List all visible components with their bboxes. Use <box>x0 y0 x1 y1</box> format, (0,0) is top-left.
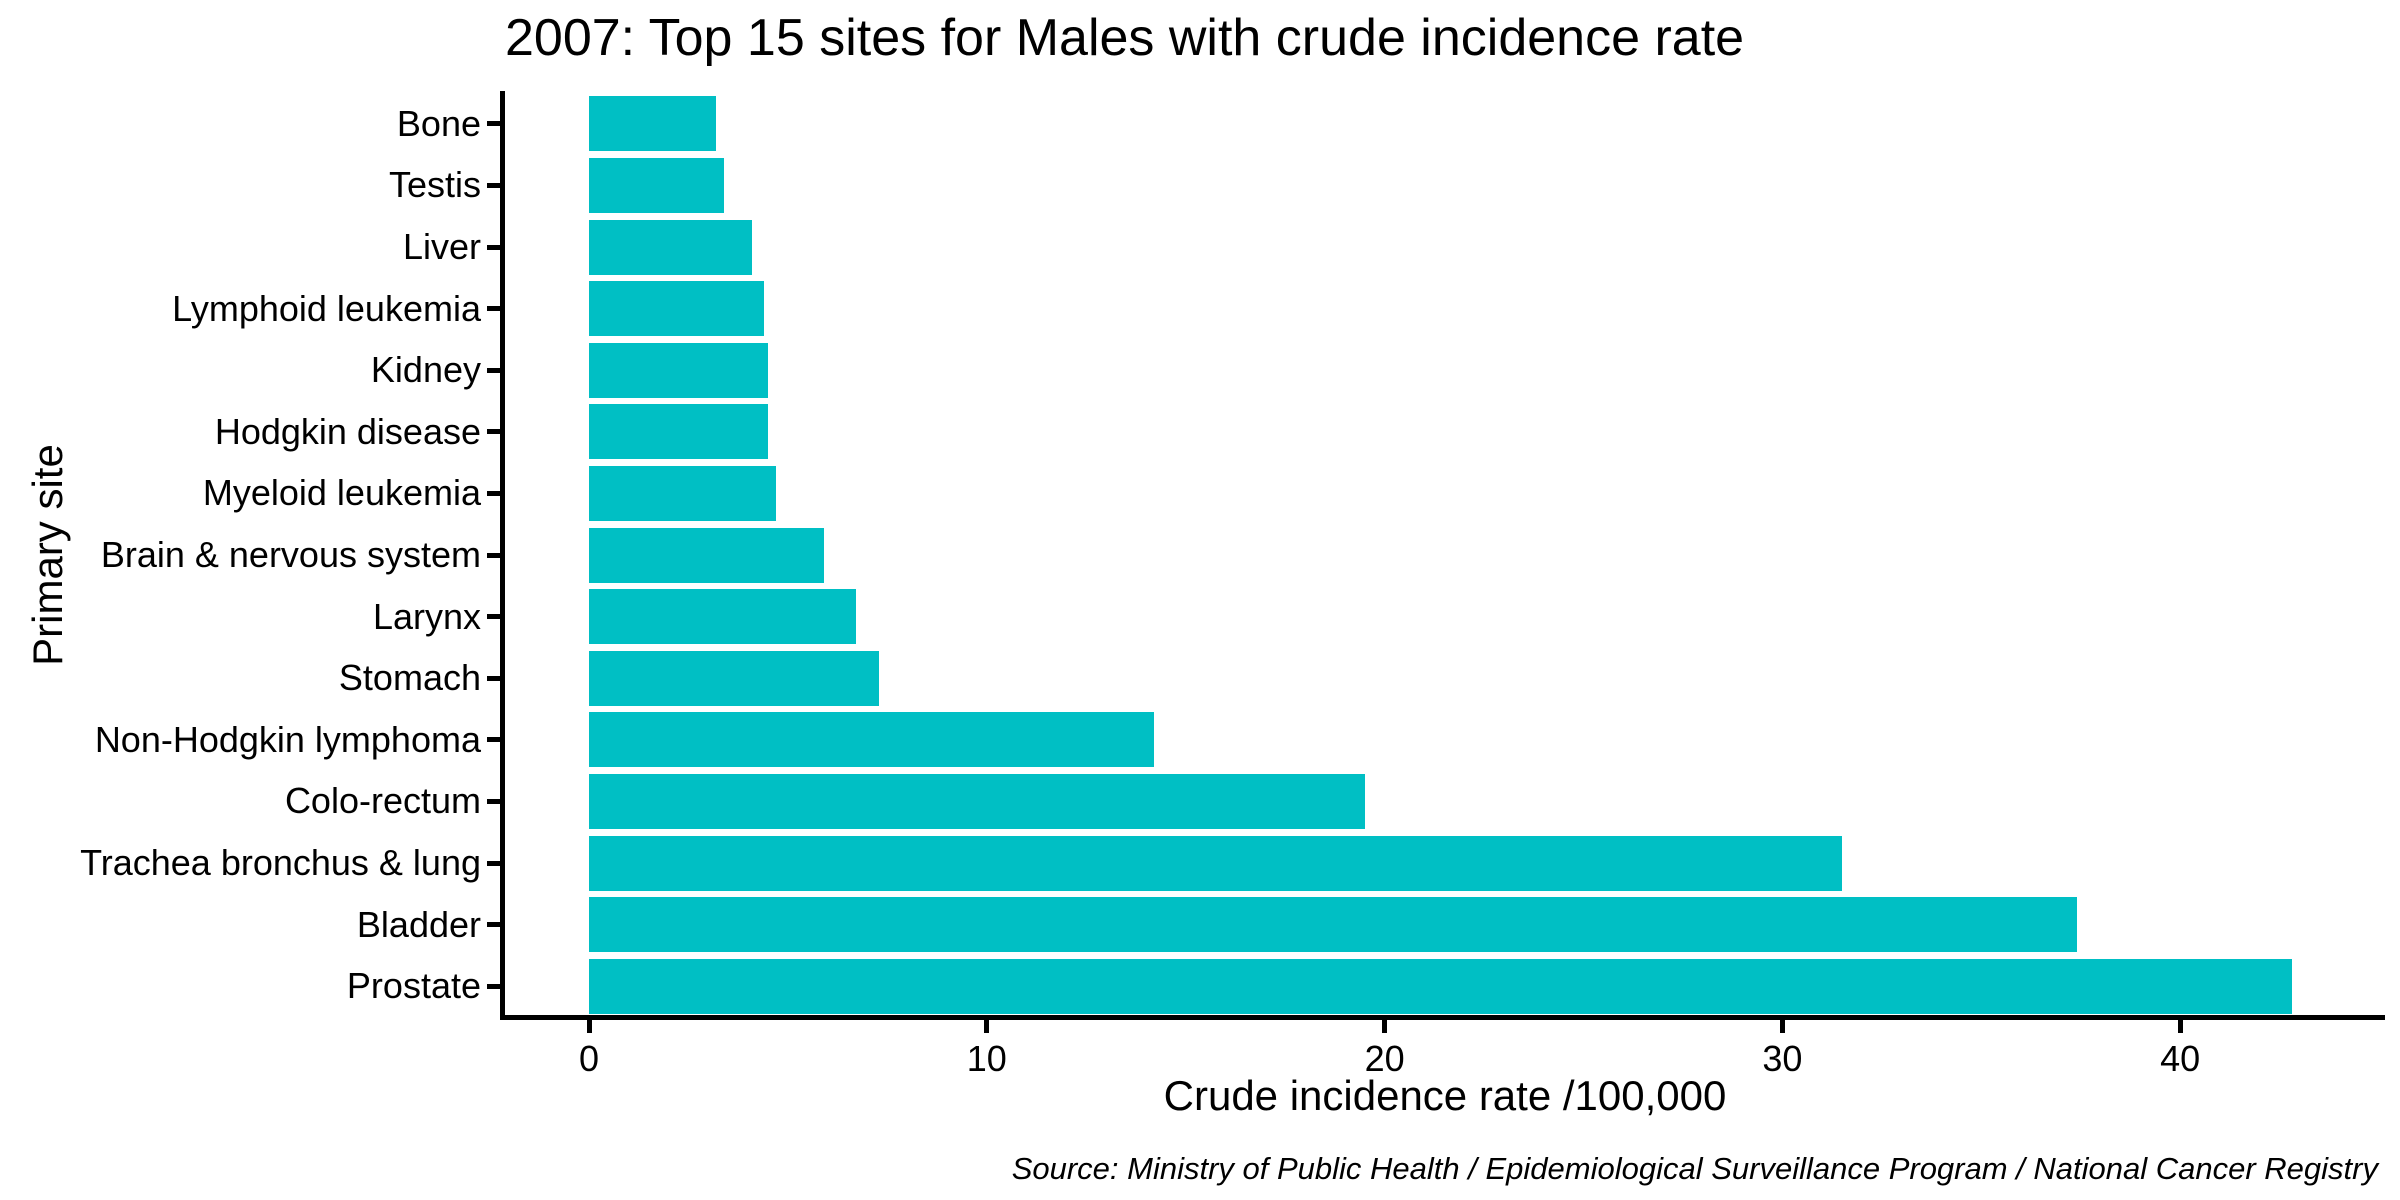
y-tick-label-myeloid-leukemia: Myeloid leukemia <box>202 472 481 514</box>
y-tick-label-hodgkin-disease: Hodgkin disease <box>214 410 481 452</box>
y-tick-label-colo-rectum: Colo-rectum <box>284 780 481 822</box>
y-tick-label-prostate: Prostate <box>346 965 481 1007</box>
bar-lymphoid-leukemia <box>589 281 765 337</box>
y-tick-lymphoid-leukemia <box>487 306 500 312</box>
y-tick-myeloid-leukemia <box>487 490 500 496</box>
y-tick-label-testis: Testis <box>388 164 481 206</box>
y-tick-label-non-hodgkin-lymphoma: Non-Hodgkin lymphoma <box>94 718 481 760</box>
bar-colo-rectum <box>589 773 1365 829</box>
y-tick-brain-nervous-system <box>487 552 500 558</box>
bar-trachea-bronchus-lung <box>589 835 1843 891</box>
x-tick-30 <box>1779 1020 1785 1033</box>
x-tick-0 <box>586 1020 592 1033</box>
x-tick-10 <box>984 1020 990 1033</box>
x-tick-label-10: 10 <box>966 1038 1007 1079</box>
bar-non-hodgkin-lymphoma <box>589 712 1154 768</box>
x-tick-20 <box>1382 1020 1388 1033</box>
bar-bladder <box>589 897 2077 953</box>
y-tick-bladder <box>487 922 500 928</box>
y-tick-colo-rectum <box>487 798 500 804</box>
x-tick-40 <box>2177 1020 2183 1033</box>
bar-prostate <box>589 958 2292 1014</box>
x-tick-label-20: 20 <box>1364 1038 1405 1079</box>
source-caption: Source: Ministry of Public Health / Epid… <box>1011 1151 2378 1186</box>
y-tick-kidney <box>487 367 500 373</box>
y-tick-stomach <box>487 675 500 681</box>
x-tick-label-30: 30 <box>1762 1038 1803 1079</box>
bar-kidney <box>589 342 768 398</box>
x-tick-label-0: 0 <box>578 1038 600 1079</box>
y-tick-label-brain-nervous-system: Brain & nervous system <box>100 534 481 575</box>
y-tick-non-hodgkin-lymphoma <box>487 737 500 743</box>
y-tick-label-bone: Bone <box>396 102 481 144</box>
y-tick-label-lymphoid-leukemia: Lymphoid leukemia <box>172 287 481 329</box>
y-tick-hodgkin-disease <box>487 429 500 435</box>
bar-testis <box>589 157 725 213</box>
y-tick-label-liver: Liver <box>402 226 481 267</box>
y-tick-label-stomach: Stomach <box>338 657 481 699</box>
y-tick-trachea-bronchus-lung <box>487 860 500 866</box>
y-axis-line <box>500 91 505 1020</box>
x-axis-title: Crude incidence rate /100,000 <box>1163 1072 1727 1119</box>
y-tick-bone <box>487 121 500 127</box>
x-axis-line <box>500 1015 2385 1020</box>
y-tick-testis <box>487 182 500 188</box>
y-tick-label-larynx: Larynx <box>372 595 481 637</box>
y-tick-larynx <box>487 614 500 620</box>
bar-liver <box>589 219 753 275</box>
bar-brain-nervous-system <box>589 527 824 583</box>
bar-larynx <box>589 589 856 645</box>
bar-stomach <box>589 650 880 706</box>
chart-title: 2007: Top 15 sites for Males with crude … <box>505 9 1745 67</box>
x-tick-label-40: 40 <box>2160 1038 2201 1079</box>
y-tick-prostate <box>487 983 500 989</box>
y-tick-label-kidney: Kidney <box>370 349 481 391</box>
y-axis-title: Primary site <box>24 444 71 666</box>
y-tick-liver <box>487 244 500 250</box>
bar-bone <box>589 96 717 152</box>
bar-hodgkin-disease <box>589 404 768 460</box>
bar-myeloid-leukemia <box>589 465 776 521</box>
y-tick-label-bladder: Bladder <box>356 903 481 945</box>
y-tick-label-trachea-bronchus-lung: Trachea bronchus & lung <box>80 842 481 883</box>
